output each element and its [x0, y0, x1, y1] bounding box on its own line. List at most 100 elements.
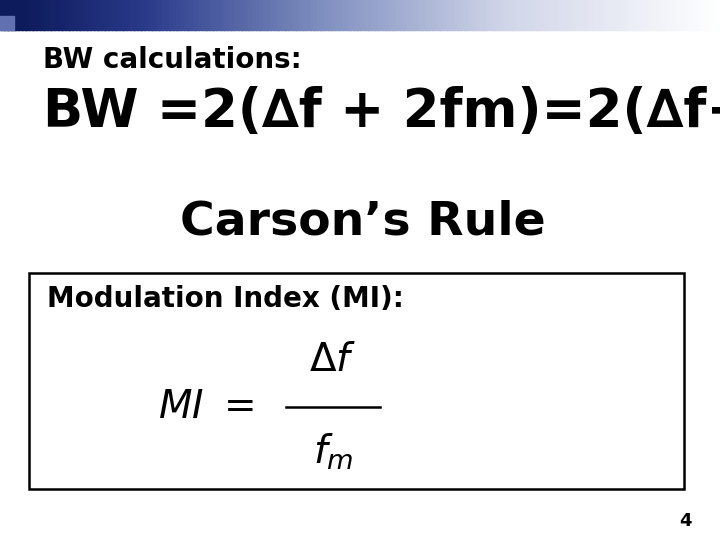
Bar: [562, 0, 567, 30]
Bar: [554, 0, 559, 30]
Bar: [256, 0, 261, 30]
Bar: [457, 0, 462, 30]
Bar: [346, 0, 351, 30]
Bar: [551, 0, 556, 30]
Bar: [299, 0, 304, 30]
Bar: [137, 0, 142, 30]
Bar: [540, 0, 545, 30]
Bar: [335, 0, 340, 30]
Bar: [162, 0, 167, 30]
Bar: [587, 0, 592, 30]
Bar: [292, 0, 297, 30]
Bar: [695, 0, 700, 30]
Bar: [569, 0, 574, 30]
Bar: [479, 0, 484, 30]
Bar: [371, 0, 376, 30]
Bar: [166, 0, 171, 30]
Bar: [605, 0, 610, 30]
Bar: [342, 0, 347, 30]
Bar: [367, 0, 372, 30]
Bar: [36, 0, 41, 30]
Bar: [72, 0, 77, 30]
Bar: [0, 2, 20, 18]
Bar: [515, 0, 520, 30]
Bar: [493, 0, 498, 30]
Bar: [151, 0, 156, 30]
Bar: [634, 0, 639, 30]
Bar: [706, 0, 711, 30]
Bar: [259, 0, 264, 30]
Bar: [356, 0, 361, 30]
Bar: [40, 0, 45, 30]
Bar: [472, 0, 477, 30]
Bar: [126, 0, 131, 30]
Bar: [58, 0, 63, 30]
Bar: [144, 0, 149, 30]
Bar: [432, 0, 437, 30]
Bar: [22, 0, 27, 30]
Bar: [673, 0, 678, 30]
Bar: [436, 0, 441, 30]
Bar: [223, 0, 228, 30]
Bar: [533, 0, 538, 30]
Bar: [378, 0, 383, 30]
Bar: [547, 0, 552, 30]
Bar: [626, 0, 631, 30]
Bar: [277, 0, 282, 30]
Bar: [97, 0, 102, 30]
Bar: [306, 0, 311, 30]
Bar: [284, 0, 289, 30]
Bar: [234, 0, 239, 30]
Bar: [400, 0, 405, 30]
Bar: [101, 0, 106, 30]
Bar: [360, 0, 365, 30]
Bar: [227, 0, 232, 30]
Bar: [324, 0, 329, 30]
Bar: [641, 0, 646, 30]
Text: Modulation Index (MI):: Modulation Index (MI):: [47, 285, 404, 313]
Bar: [158, 0, 163, 30]
Bar: [544, 0, 549, 30]
Bar: [590, 0, 595, 30]
Text: BW calculations:: BW calculations:: [43, 46, 302, 74]
Bar: [688, 0, 693, 30]
Bar: [198, 0, 203, 30]
Bar: [396, 0, 401, 30]
Bar: [187, 0, 192, 30]
Bar: [230, 0, 235, 30]
Bar: [608, 0, 613, 30]
Bar: [119, 0, 124, 30]
Bar: [155, 0, 160, 30]
Bar: [504, 0, 509, 30]
Bar: [32, 0, 37, 30]
Bar: [79, 0, 84, 30]
Bar: [104, 0, 109, 30]
Bar: [598, 0, 603, 30]
Bar: [612, 0, 617, 30]
Bar: [716, 0, 720, 30]
Bar: [184, 0, 189, 30]
Bar: [25, 0, 30, 30]
Bar: [709, 0, 714, 30]
Bar: [691, 0, 696, 30]
Bar: [263, 0, 268, 30]
Bar: [580, 0, 585, 30]
Bar: [414, 0, 419, 30]
Bar: [407, 0, 412, 30]
Bar: [313, 0, 318, 30]
Bar: [616, 0, 621, 30]
Bar: [522, 0, 527, 30]
Bar: [310, 0, 315, 30]
Bar: [176, 0, 181, 30]
Bar: [90, 0, 95, 30]
Bar: [295, 0, 300, 30]
Bar: [637, 0, 642, 30]
Bar: [662, 0, 667, 30]
Bar: [644, 0, 649, 30]
Bar: [572, 0, 577, 30]
Bar: [238, 0, 243, 30]
Bar: [94, 0, 99, 30]
Bar: [212, 0, 217, 30]
Bar: [475, 0, 480, 30]
Bar: [648, 0, 653, 30]
